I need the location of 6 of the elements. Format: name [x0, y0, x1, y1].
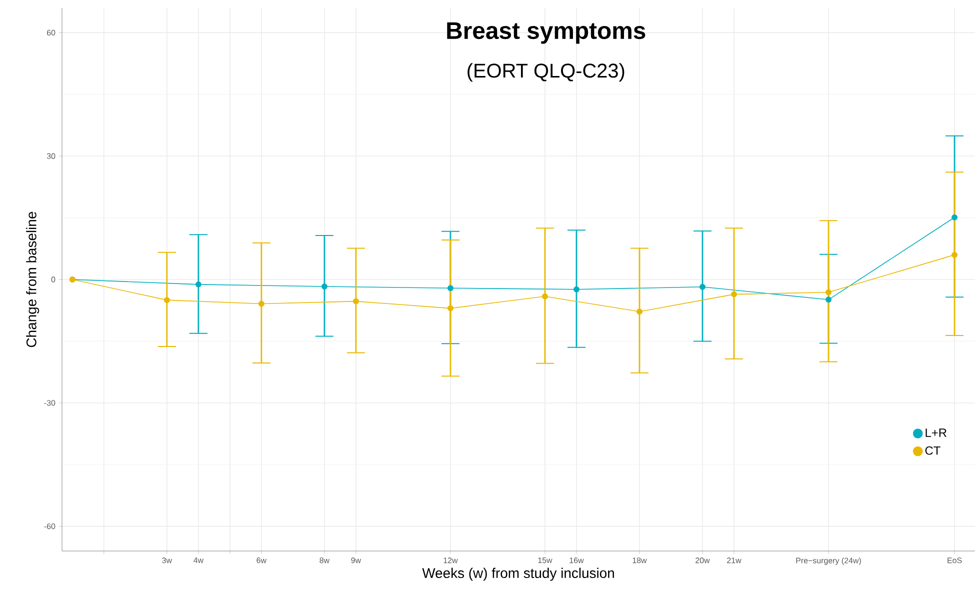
text: Breast symptoms	[447, 22, 646, 44]
x-axis-title: Weeks (w) from study inclusion	[422, 568, 614, 581]
text: (EORT QLQ-C23)	[468, 63, 624, 82]
legend-label: L+R	[926, 428, 946, 437]
y-axis-title: Change from baseline	[26, 212, 40, 348]
legend-label: CT	[925, 446, 940, 455]
